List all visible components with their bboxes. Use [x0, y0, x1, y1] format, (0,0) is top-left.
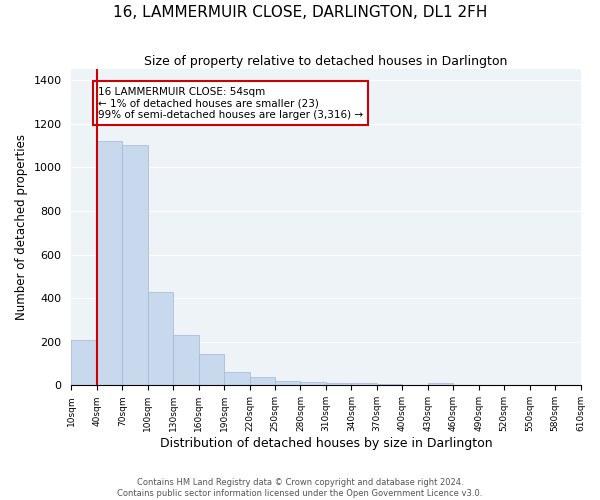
- Y-axis label: Number of detached properties: Number of detached properties: [15, 134, 28, 320]
- X-axis label: Distribution of detached houses by size in Darlington: Distribution of detached houses by size …: [160, 437, 492, 450]
- Bar: [250, 376, 275, 386]
- Title: Size of property relative to detached houses in Darlington: Size of property relative to detached ho…: [144, 55, 508, 68]
- Text: 16, LAMMERMUIR CLOSE, DARLINGTON, DL1 2FH: 16, LAMMERMUIR CLOSE, DARLINGTON, DL1 2F…: [113, 5, 487, 20]
- Bar: [326, 382, 352, 386]
- Bar: [199, 354, 224, 386]
- Text: 16 LAMMERMUIR CLOSE: 54sqm
← 1% of detached houses are smaller (23)
99% of semi-: 16 LAMMERMUIR CLOSE: 54sqm ← 1% of detac…: [98, 86, 363, 120]
- Bar: [224, 372, 250, 386]
- Bar: [352, 383, 377, 386]
- Bar: [173, 335, 199, 386]
- Bar: [428, 383, 453, 386]
- Bar: [275, 381, 301, 386]
- Text: Contains HM Land Registry data © Crown copyright and database right 2024.
Contai: Contains HM Land Registry data © Crown c…: [118, 478, 482, 498]
- Bar: [148, 292, 173, 386]
- Bar: [71, 340, 97, 386]
- Bar: [377, 384, 403, 386]
- Bar: [97, 141, 122, 386]
- Bar: [122, 146, 148, 386]
- Bar: [301, 382, 326, 386]
